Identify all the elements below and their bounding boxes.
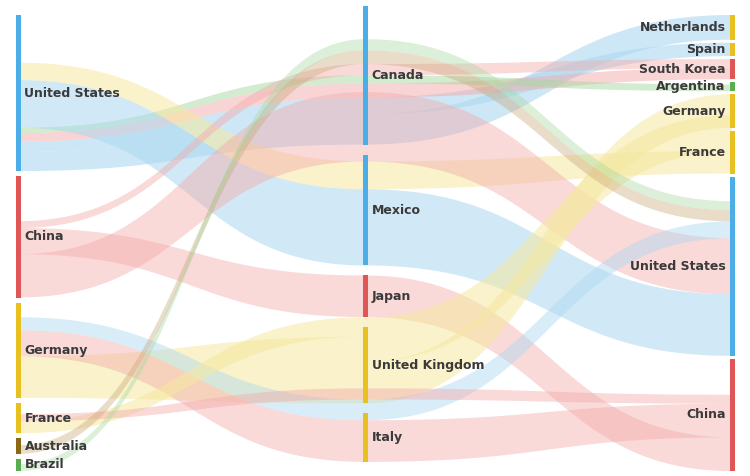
Text: France: France [25, 412, 72, 425]
Polygon shape [365, 50, 732, 221]
Text: United States: United States [25, 87, 120, 99]
Polygon shape [18, 114, 365, 171]
Polygon shape [18, 388, 365, 421]
Polygon shape [18, 228, 365, 317]
Polygon shape [18, 80, 365, 266]
Text: Brazil: Brazil [25, 458, 64, 471]
Polygon shape [365, 131, 732, 362]
Text: South Korea: South Korea [639, 63, 725, 76]
Text: United Kingdom: United Kingdom [371, 359, 484, 372]
Polygon shape [18, 330, 365, 462]
Polygon shape [365, 94, 732, 403]
Polygon shape [18, 63, 365, 189]
Polygon shape [18, 64, 365, 228]
Polygon shape [18, 50, 365, 454]
Polygon shape [365, 43, 732, 114]
Polygon shape [365, 388, 732, 404]
Text: Argentina: Argentina [656, 80, 725, 93]
Polygon shape [365, 39, 732, 210]
Text: Canada: Canada [371, 69, 424, 82]
Text: Germany: Germany [662, 105, 725, 118]
Text: Netherlands: Netherlands [640, 21, 725, 34]
Polygon shape [365, 151, 732, 189]
Text: China: China [25, 230, 64, 243]
Polygon shape [18, 75, 365, 133]
Polygon shape [365, 92, 732, 294]
Polygon shape [365, 276, 732, 471]
Text: France: France [678, 146, 725, 159]
Polygon shape [365, 404, 732, 462]
Polygon shape [365, 68, 732, 98]
Polygon shape [18, 317, 365, 433]
Polygon shape [365, 15, 732, 145]
Polygon shape [365, 59, 732, 75]
Text: Italy: Italy [371, 431, 403, 444]
Polygon shape [18, 337, 365, 372]
Text: Spain: Spain [686, 43, 725, 56]
Text: United States: United States [630, 260, 725, 273]
Polygon shape [18, 39, 365, 471]
Polygon shape [18, 317, 365, 420]
Polygon shape [365, 115, 732, 337]
Text: China: China [686, 408, 725, 421]
Polygon shape [18, 92, 365, 298]
Text: Australia: Australia [25, 439, 88, 453]
Polygon shape [18, 98, 365, 152]
Text: Japan: Japan [371, 290, 411, 303]
Polygon shape [18, 362, 365, 403]
Polygon shape [365, 221, 732, 420]
Polygon shape [18, 83, 365, 142]
Polygon shape [365, 75, 732, 91]
Text: Mexico: Mexico [371, 204, 421, 217]
Text: Germany: Germany [25, 344, 88, 357]
Polygon shape [365, 189, 732, 356]
